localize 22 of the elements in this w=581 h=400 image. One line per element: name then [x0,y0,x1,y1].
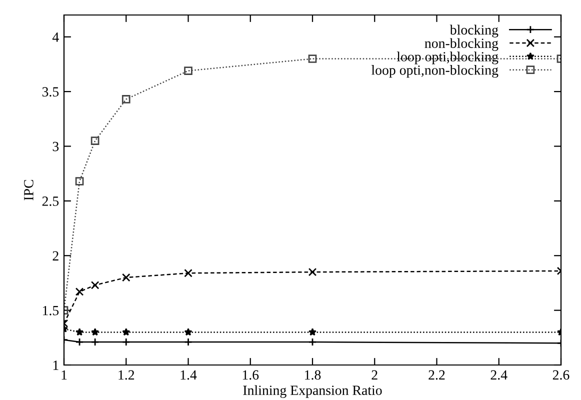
y-tick-label: 2.5 [42,196,59,206]
x-tick-label: 1 [62,370,67,380]
x-tick-label: 2 [372,370,378,380]
legend-label: non-blocking [424,38,498,51]
y-tick-label: 2 [52,251,58,260]
x-tick-label: 1.8 [305,370,321,380]
legend-label: blocking [450,24,498,38]
legend-label: loop opti,non-blocking [371,65,498,78]
y-axis-title: IPC [24,180,34,200]
x-tick-label: 2.6 [552,370,570,380]
y-tick-label: 3.5 [42,87,59,97]
x-tick-label: 1.6 [242,370,259,380]
y-tick-label: 3 [52,142,59,152]
x-tick-label: 2.2 [428,370,445,380]
x-axis-title: Inlining Expansion Ratio [243,385,382,398]
x-tick-label: 1.4 [180,370,197,380]
x-tick-label: 1.2 [118,370,134,380]
y-tick-label: 1 [53,360,58,370]
legend-label: loop opti,blocking [396,52,498,64]
x-tick-label: 2.4 [490,370,508,380]
y-tick-label: 4 [52,32,59,42]
y-tick-label: 1.5 [43,306,59,316]
